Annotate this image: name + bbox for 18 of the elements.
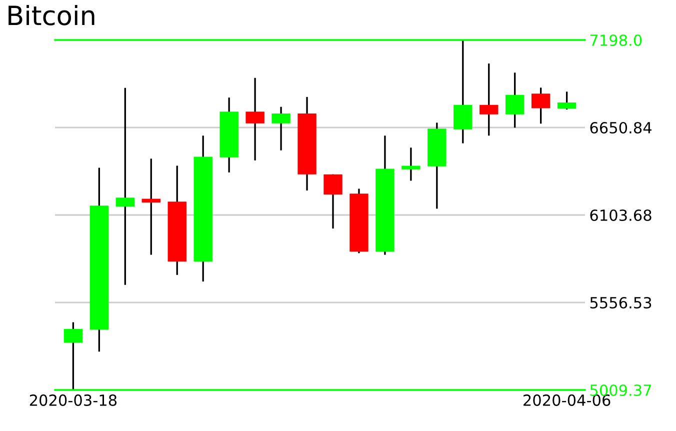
candlestick — [531, 86, 550, 124]
candlestick — [480, 62, 498, 136]
candlestick — [246, 77, 264, 162]
x-tick-label: 2020-04-06 — [524, 394, 610, 406]
candlestick — [142, 158, 160, 256]
candlestick — [506, 72, 524, 128]
candlestick — [557, 90, 576, 110]
y-tick-label: 5556.53 — [590, 296, 652, 309]
y-tick-label: 6650.84 — [590, 122, 652, 134]
candlestick — [324, 173, 342, 230]
x-tick-label: 2020-03-18 — [30, 394, 117, 406]
candlestick — [402, 146, 420, 182]
candlestick — [272, 106, 290, 152]
chart-title: Bitcoin — [8, 5, 94, 26]
y-tick-label: 7198.0 — [590, 34, 642, 46]
y-tick-label: 5009.37 — [590, 384, 652, 396]
y-tick-label: 6103.68 — [590, 209, 652, 222]
candlestick — [116, 86, 134, 286]
